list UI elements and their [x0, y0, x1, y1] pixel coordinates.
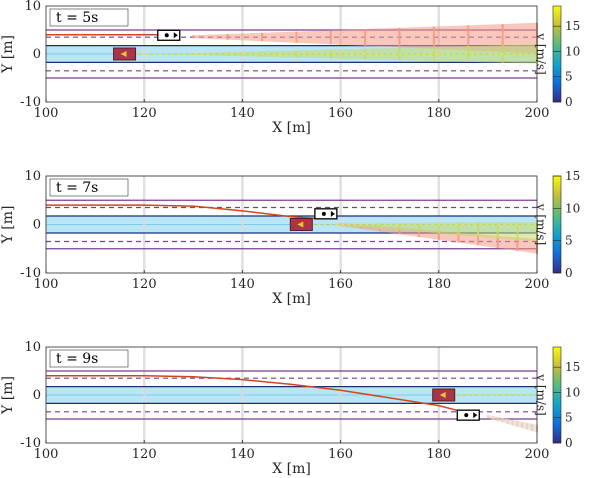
y-tick-label: -10 [20, 436, 41, 451]
x-tick-label: 180 [426, 106, 451, 121]
colorbar-tick-label: 5 [565, 234, 573, 248]
other-vehicle-arrow [330, 210, 335, 217]
ego-vehicle-arrow [120, 51, 127, 57]
y-tick-label: -10 [20, 266, 41, 281]
colorbar-label: v [m/s] [534, 32, 548, 75]
title-box [49, 178, 129, 197]
x-tick-label: 200 [525, 277, 550, 292]
colorbar-tick-label: 10 [565, 201, 580, 215]
x-tick-label: 100 [34, 277, 59, 292]
y-tick-label: 0 [33, 218, 41, 233]
colorbar-tick-label: 0 [565, 436, 573, 450]
ego-vehicle-arrow [297, 221, 304, 228]
colorbar-tick-label: 0 [565, 95, 573, 109]
y-tick-label: 0 [33, 47, 41, 62]
ego-vehicle-arrow [439, 392, 446, 398]
colorbar [552, 5, 562, 103]
x-tick-label: 120 [132, 277, 157, 292]
y-axis-label: Y [m] [0, 35, 16, 74]
other-vehicle-center [321, 211, 326, 216]
plot-frame [45, 346, 538, 444]
x-tick-label: 200 [525, 106, 550, 121]
plot-frame [45, 175, 538, 274]
x-tick-label: 180 [426, 277, 451, 292]
y-axis-label: Y [m] [0, 206, 16, 245]
chart-title: t = 9s [56, 351, 98, 367]
y-tick-label: 10 [24, 169, 41, 184]
y-axis-label: Y [m] [0, 376, 16, 415]
x-tick-label: 100 [34, 447, 59, 462]
colorbar-tick-label: 15 [565, 169, 580, 183]
y-tick-label: 10 [24, 340, 41, 355]
colorbar-tick-label: 15 [565, 360, 580, 374]
vehicle-trajectory [46, 204, 322, 220]
x-tick-label: 120 [132, 447, 157, 462]
plot-frame [45, 5, 538, 103]
other-vehicle-center [464, 413, 469, 418]
colorbar-tick-label: 0 [565, 266, 573, 280]
vehicle-trajectory [46, 375, 469, 414]
colorbar-tick-label: 5 [565, 411, 573, 425]
x-tick-label: 140 [230, 106, 255, 121]
colorbar-tick-label: 10 [565, 385, 580, 399]
title-box [49, 349, 129, 368]
x-axis-label: X [m] [272, 461, 311, 477]
y-tick-label: 10 [24, 0, 41, 14]
other-vehicle-center [164, 33, 169, 38]
x-axis-label: X [m] [272, 291, 311, 307]
other-vehicle-arrow [473, 412, 478, 419]
colorbar-label: v [m/s] [534, 203, 548, 246]
other-vehicle-arrow [173, 32, 178, 39]
colorbar-label: v [m/s] [534, 373, 548, 416]
x-tick-label: 160 [328, 447, 353, 462]
y-tick-label: -10 [20, 95, 41, 110]
colorbar-tick-label: 10 [565, 44, 580, 58]
title-box [49, 8, 129, 27]
x-tick-label: 140 [230, 447, 255, 462]
colorbar-tick-label: 5 [565, 70, 573, 84]
colorbar [552, 175, 562, 274]
x-tick-label: 200 [525, 447, 550, 462]
colorbar-tick-label: 15 [565, 19, 580, 33]
y-tick-label: 0 [33, 388, 41, 403]
x-tick-label: 120 [132, 106, 157, 121]
x-axis-label: X [m] [272, 120, 311, 136]
x-tick-label: 180 [426, 447, 451, 462]
chart-title: t = 5s [56, 10, 98, 26]
x-tick-label: 160 [328, 106, 353, 121]
colorbar [552, 346, 562, 444]
chart-title: t = 7s [56, 180, 98, 196]
x-tick-label: 100 [34, 106, 59, 121]
x-tick-label: 140 [230, 277, 255, 292]
x-tick-label: 160 [328, 277, 353, 292]
